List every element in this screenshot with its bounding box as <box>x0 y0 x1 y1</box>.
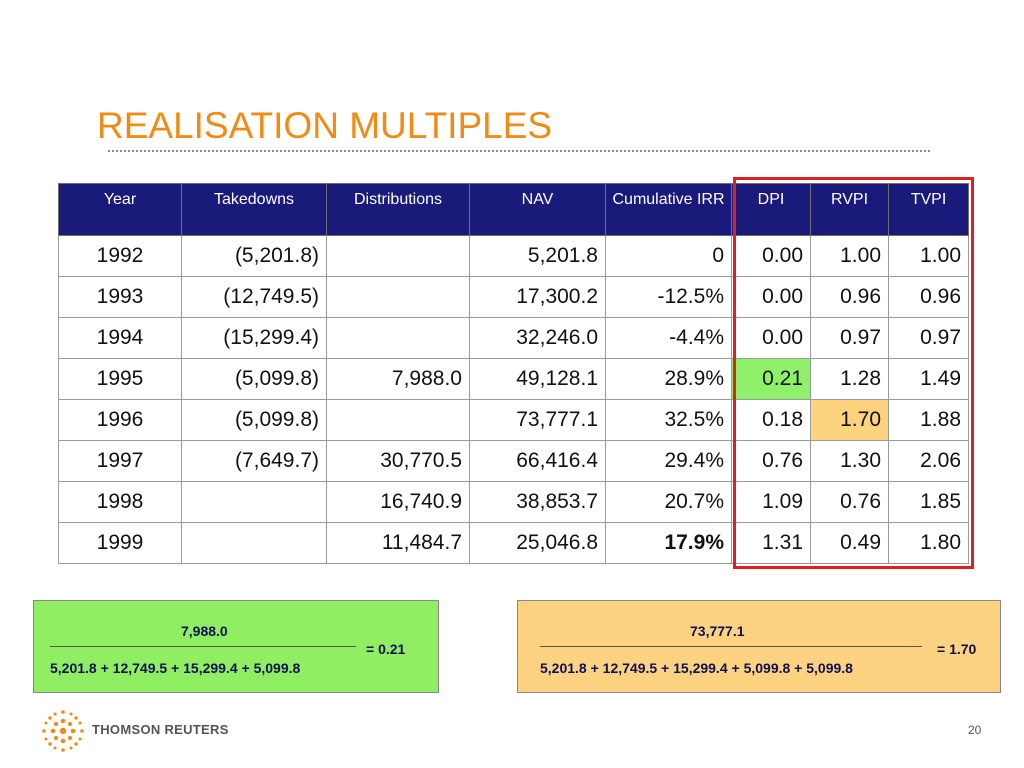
table-row: 1994 (15,299.4) 32,246.0 -4.4% 0.00 0.97… <box>58 317 969 359</box>
cell-tvpi: 0.96 <box>888 276 969 318</box>
header-year: Year <box>58 183 182 236</box>
title-divider <box>108 150 930 152</box>
cell-irr: 0 <box>605 235 732 277</box>
cell-takedowns: (5,201.8) <box>181 235 327 277</box>
cell-distributions: 30,770.5 <box>326 440 470 482</box>
cell-year: 1996 <box>58 399 182 441</box>
rvpi-result: = 1.70 <box>937 641 977 657</box>
cell-nav: 32,246.0 <box>469 317 606 359</box>
cell-rvpi: 1.30 <box>810 440 889 482</box>
cell-irr: -4.4% <box>605 317 732 359</box>
cell-dpi: 0.00 <box>731 317 811 359</box>
cell-tvpi: 1.00 <box>888 235 969 277</box>
cell-rvpi: 0.76 <box>810 481 889 523</box>
cell-rvpi-highlighted: 1.70 <box>810 399 889 441</box>
cell-distributions <box>326 399 470 441</box>
dpi-result: = 0.21 <box>366 641 406 657</box>
table-row: 1998 16,740.9 38,853.7 20.7% 1.09 0.76 1… <box>58 481 969 523</box>
cell-distributions <box>326 276 470 318</box>
cell-tvpi: 1.49 <box>888 358 969 400</box>
cell-nav: 5,201.8 <box>469 235 606 277</box>
cell-takedowns <box>181 481 327 523</box>
cell-irr: 29.4% <box>605 440 732 482</box>
cell-takedowns: (5,099.8) <box>181 399 327 441</box>
cell-rvpi: 0.49 <box>810 522 889 564</box>
cell-rvpi: 0.97 <box>810 317 889 359</box>
cell-takedowns: (12,749.5) <box>181 276 327 318</box>
rvpi-calculation-box: 73,777.1 5,201.8 + 12,749.5 + 15,299.4 +… <box>517 600 1001 693</box>
cell-tvpi: 2.06 <box>888 440 969 482</box>
table-row: 1997 (7,649.7) 30,770.5 66,416.4 29.4% 0… <box>58 440 969 482</box>
header-cumulative-irr: Cumulative IRR <box>605 183 732 236</box>
page-title: REALISATION MULTIPLES <box>97 105 553 146</box>
table-row: 1995 (5,099.8) 7,988.0 49,128.1 28.9% 0.… <box>58 358 969 400</box>
cell-irr: 32.5% <box>605 399 732 441</box>
cell-takedowns: (5,099.8) <box>181 358 327 400</box>
cell-irr: 28.9% <box>605 358 732 400</box>
cell-year: 1997 <box>58 440 182 482</box>
cell-distributions: 11,484.7 <box>326 522 470 564</box>
cell-irr: 20.7% <box>605 481 732 523</box>
rvpi-denominator: 5,201.8 + 12,749.5 + 15,299.4 + 5,099.8 … <box>540 660 853 676</box>
table-row: 1993 (12,749.5) 17,300.2 -12.5% 0.00 0.9… <box>58 276 969 318</box>
cell-dpi: 1.31 <box>731 522 811 564</box>
dpi-denominator: 5,201.8 + 12,749.5 + 15,299.4 + 5,099.8 <box>50 660 301 676</box>
dpi-fraction-line <box>50 646 356 647</box>
cell-year: 1999 <box>58 522 182 564</box>
cell-year: 1992 <box>58 235 182 277</box>
cell-distributions <box>326 235 470 277</box>
cell-year: 1998 <box>58 481 182 523</box>
dpi-numerator: 7,988.0 <box>181 623 228 639</box>
cell-tvpi: 1.88 <box>888 399 969 441</box>
cell-nav: 25,046.8 <box>469 522 606 564</box>
cell-takedowns <box>181 522 327 564</box>
header-rvpi: RVPI <box>810 183 889 236</box>
cell-year: 1995 <box>58 358 182 400</box>
realisation-table: Year Takedowns Distributions NAV Cumulat… <box>58 183 969 564</box>
cell-irr-final: 17.9% <box>605 522 732 564</box>
cell-year: 1994 <box>58 317 182 359</box>
cell-dpi: 0.00 <box>731 235 811 277</box>
header-distributions: Distributions <box>326 183 470 236</box>
cell-rvpi: 1.28 <box>810 358 889 400</box>
cell-tvpi: 1.80 <box>888 522 969 564</box>
rvpi-fraction-line <box>540 646 922 647</box>
page-number: 20 <box>968 723 982 737</box>
header-takedowns: Takedowns <box>181 183 327 236</box>
cell-dpi: 0.18 <box>731 399 811 441</box>
cell-distributions: 16,740.9 <box>326 481 470 523</box>
cell-takedowns: (7,649.7) <box>181 440 327 482</box>
cell-nav: 73,777.1 <box>469 399 606 441</box>
cell-rvpi: 0.96 <box>810 276 889 318</box>
cell-nav: 49,128.1 <box>469 358 606 400</box>
cell-dpi-highlighted: 0.21 <box>731 358 811 400</box>
header-dpi: DPI <box>731 183 811 236</box>
header-tvpi: TVPI <box>888 183 969 236</box>
cell-takedowns: (15,299.4) <box>181 317 327 359</box>
thomson-reuters-logo-icon <box>40 708 86 759</box>
cell-rvpi: 1.00 <box>810 235 889 277</box>
table-row: 1992 (5,201.8) 5,201.8 0 0.00 1.00 1.00 <box>58 235 969 277</box>
cell-dpi: 0.00 <box>731 276 811 318</box>
cell-nav: 17,300.2 <box>469 276 606 318</box>
brand-name: THOMSON REUTERS <box>92 722 229 737</box>
cell-nav: 38,853.7 <box>469 481 606 523</box>
cell-tvpi: 1.85 <box>888 481 969 523</box>
cell-distributions <box>326 317 470 359</box>
cell-tvpi: 0.97 <box>888 317 969 359</box>
cell-dpi: 1.09 <box>731 481 811 523</box>
cell-dpi: 0.76 <box>731 440 811 482</box>
table-header-row: Year Takedowns Distributions NAV Cumulat… <box>58 183 969 236</box>
cell-nav: 66,416.4 <box>469 440 606 482</box>
cell-year: 1993 <box>58 276 182 318</box>
table-row: 1996 (5,099.8) 73,777.1 32.5% 0.18 1.70 … <box>58 399 969 441</box>
cell-distributions: 7,988.0 <box>326 358 470 400</box>
cell-irr: -12.5% <box>605 276 732 318</box>
header-nav: NAV <box>469 183 606 236</box>
table-row: 1999 11,484.7 25,046.8 17.9% 1.31 0.49 1… <box>58 522 969 564</box>
rvpi-numerator: 73,777.1 <box>690 623 745 639</box>
dpi-calculation-box: 7,988.0 5,201.8 + 12,749.5 + 15,299.4 + … <box>33 600 439 693</box>
